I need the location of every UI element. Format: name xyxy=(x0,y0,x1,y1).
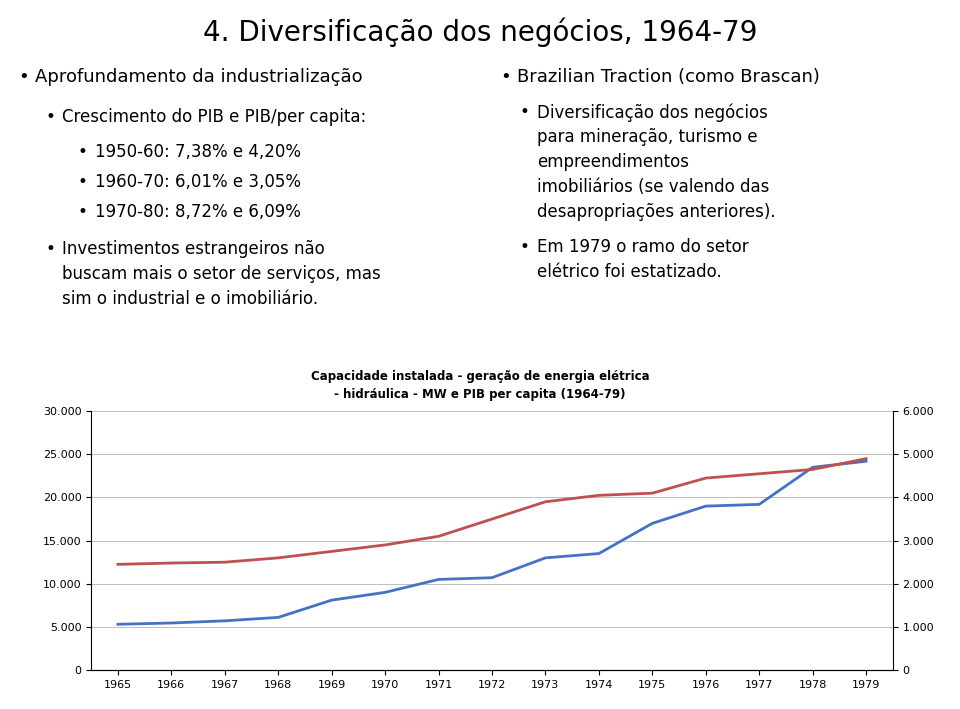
Text: empreendimentos: empreendimentos xyxy=(537,153,689,171)
Text: Aprofundamento da industrialização: Aprofundamento da industrialização xyxy=(35,68,363,86)
Text: Crescimento do PIB e PIB/per capita:: Crescimento do PIB e PIB/per capita: xyxy=(62,108,367,126)
Text: •: • xyxy=(78,173,88,191)
Text: para mineração, turismo e: para mineração, turismo e xyxy=(537,128,757,146)
Text: •: • xyxy=(520,238,530,256)
Text: 4. Diversificação dos negócios, 1964-79: 4. Diversificação dos negócios, 1964-79 xyxy=(203,18,757,48)
Text: •: • xyxy=(78,203,88,221)
Text: •: • xyxy=(500,68,511,86)
Text: •: • xyxy=(520,103,530,121)
Text: 1960-70: 6,01% e 3,05%: 1960-70: 6,01% e 3,05% xyxy=(95,173,301,191)
Text: Em 1979 o ramo do setor: Em 1979 o ramo do setor xyxy=(537,238,749,256)
Text: elétrico foi estatizado.: elétrico foi estatizado. xyxy=(537,263,722,281)
Text: buscam mais o setor de serviços, mas: buscam mais o setor de serviços, mas xyxy=(62,265,381,283)
Text: •: • xyxy=(18,68,29,86)
Text: 1950-60: 7,38% e 4,20%: 1950-60: 7,38% e 4,20% xyxy=(95,143,301,161)
Text: imobiliários (se valendo das: imobiliários (se valendo das xyxy=(537,178,769,196)
Text: 1970-80: 8,72% e 6,09%: 1970-80: 8,72% e 6,09% xyxy=(95,203,300,221)
Text: •: • xyxy=(45,240,55,258)
Text: Diversificação dos negócios: Diversificação dos negócios xyxy=(537,103,768,121)
Text: Brazilian Traction (como Brascan): Brazilian Traction (como Brascan) xyxy=(517,68,820,86)
Text: •: • xyxy=(78,143,88,161)
Text: Capacidade instalada - geração de energia elétrica: Capacidade instalada - geração de energi… xyxy=(311,370,649,383)
Text: desapropriações anteriores).: desapropriações anteriores). xyxy=(537,203,776,221)
Text: - hidráulica - MW e PIB per capita (1964-79): - hidráulica - MW e PIB per capita (1964… xyxy=(334,388,626,401)
Text: sim o industrial e o imobiliário.: sim o industrial e o imobiliário. xyxy=(62,290,318,308)
Text: Investimentos estrangeiros não: Investimentos estrangeiros não xyxy=(62,240,324,258)
Text: •: • xyxy=(45,108,55,126)
